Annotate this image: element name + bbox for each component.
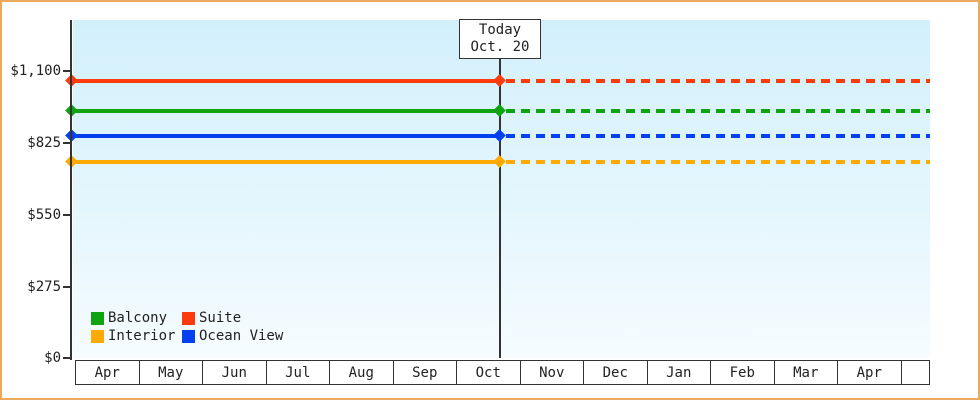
legend-label-suite: Suite [199, 310, 242, 326]
line-dashed-segment [500, 79, 930, 84]
today-label-title: Today [478, 22, 522, 38]
plot-area [65, 20, 930, 358]
diamond-marker-today [493, 155, 506, 169]
line-dashed-segment [500, 160, 930, 165]
diamond-marker-today [493, 129, 506, 143]
line-solid-segment [73, 109, 500, 114]
line-dashed-segment [500, 109, 930, 114]
price-line-balcony [65, 104, 930, 118]
legend-item-suite: Suite [182, 310, 283, 326]
y-axis-tick-label: $550 [27, 207, 61, 223]
month-cell: Aug [330, 361, 394, 384]
legend-item-balcony: Balcony [91, 310, 182, 326]
y-axis-tick [63, 70, 71, 72]
month-cell: Apr [76, 361, 140, 384]
legend-swatch-balcony [91, 312, 104, 325]
price-line-ocean-view [65, 129, 930, 143]
month-cell: Nov [521, 361, 584, 384]
month-cell: Feb [711, 361, 775, 384]
today-label-date: Oct. 20 [470, 39, 530, 55]
y-axis-tick-label: $275 [27, 279, 61, 295]
legend-swatch-interior [91, 330, 104, 343]
price-line-suite [65, 74, 930, 88]
y-axis-line [70, 20, 72, 360]
y-axis-tick [63, 142, 71, 144]
diamond-marker-today [493, 74, 506, 88]
y-axis-tick-label: $0 [44, 350, 61, 366]
line-solid-segment [73, 79, 500, 84]
price-line-interior [65, 155, 930, 169]
y-axis-tick-label: $1,100 [10, 63, 61, 79]
legend-label-ocean-view: Ocean View [199, 328, 284, 344]
diamond-marker-today [493, 104, 506, 118]
month-cell-empty [902, 361, 930, 384]
legend: Balcony Suite Interior Ocean View [91, 310, 284, 344]
x-axis-month-row: Apr May Jun Jul Aug Sep Oct Nov Dec Jan … [75, 360, 930, 385]
y-axis-tick [63, 286, 71, 288]
month-cell: Jun [203, 361, 267, 384]
today-label-box: Today Oct. 20 [459, 19, 541, 59]
month-cell: Oct [457, 361, 521, 384]
month-cell: Dec [584, 361, 648, 384]
legend-label-interior: Interior [108, 328, 176, 344]
line-dashed-segment [500, 134, 930, 139]
y-axis-tick [63, 214, 71, 216]
month-cell: Sep [394, 361, 457, 384]
month-cell: Jul [267, 361, 330, 384]
legend-label-balcony: Balcony [108, 310, 168, 326]
y-axis-tick [63, 357, 71, 359]
month-cell: Jan [648, 361, 711, 384]
line-solid-segment [73, 160, 500, 165]
legend-swatch-suite [182, 312, 195, 325]
y-axis-tick-label: $825 [27, 135, 61, 151]
month-cell: May [140, 361, 203, 384]
month-cell: Apr [838, 361, 902, 384]
line-solid-segment [73, 134, 500, 139]
today-vertical-line [499, 58, 501, 358]
legend-swatch-ocean-view [182, 330, 195, 343]
month-cell: Mar [775, 361, 838, 384]
legend-item-interior: Interior [91, 328, 182, 344]
legend-item-ocean-view: Ocean View [182, 328, 284, 344]
